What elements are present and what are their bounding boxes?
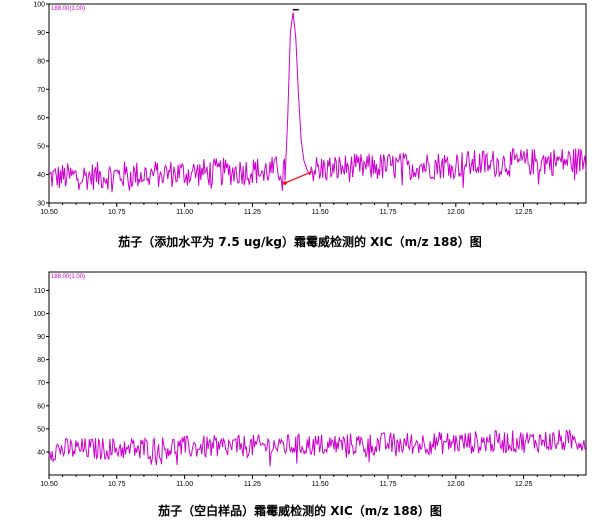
x-tick-label: 10.50 <box>40 481 58 488</box>
y-tick-label: 100 <box>33 311 45 318</box>
x-tick-label: 12.25 <box>515 209 533 216</box>
x-tick-label: 11.00 <box>176 209 193 216</box>
y-tick-label: 30 <box>37 201 45 208</box>
x-tick-label: 11.00 <box>176 481 193 488</box>
series-label: 188.00(1.00) <box>51 6 85 12</box>
y-tick-label: 40 <box>37 449 45 456</box>
y-tick-label: 50 <box>37 426 45 433</box>
y-tick-label: 80 <box>37 357 45 364</box>
x-tick-label: 11.50 <box>312 481 329 488</box>
y-tick-label: 50 <box>37 144 45 151</box>
y-tick-label: 80 <box>37 58 45 65</box>
chart-2-caption: 茄子（空白样品）霜霉威检测的 XIC（m/z 188）图 <box>158 504 442 518</box>
x-tick-label: 12.25 <box>515 481 533 488</box>
x-tick-label: 10.75 <box>108 209 126 216</box>
x-tick-label: 12.00 <box>447 481 465 488</box>
plot-frame <box>48 271 587 476</box>
y-tick-label: 60 <box>37 403 45 410</box>
peak-start-marker <box>283 181 287 185</box>
peak-baseline <box>284 171 313 184</box>
y-tick-label: 70 <box>37 380 45 387</box>
y-tick-label: 90 <box>37 334 45 341</box>
x-tick-label: 11.75 <box>380 209 397 216</box>
y-tick-label: 60 <box>37 115 45 122</box>
y-tick-label: 110 <box>34 288 45 295</box>
plot-frame <box>48 3 587 204</box>
x-tick-label: 10.75 <box>108 481 126 488</box>
series-line <box>48 12 587 193</box>
x-tick-label: 11.25 <box>244 209 261 216</box>
y-tick-label: 100 <box>33 2 45 9</box>
x-tick-label: 11.75 <box>380 481 397 488</box>
y-tick-label: 90 <box>37 30 45 37</box>
y-tick-label: 40 <box>37 172 45 179</box>
x-tick-label: 12.00 <box>447 209 465 216</box>
x-tick-label: 11.50 <box>312 209 329 216</box>
x-tick-label: 10.50 <box>40 209 58 216</box>
series-line <box>48 429 587 467</box>
x-tick-label: 11.25 <box>244 481 261 488</box>
chart-1-caption: 茄子（添加水平为 7.5 ug/kg）霜霉威检测的 XIC（m/z 188）图 <box>118 235 482 249</box>
y-tick-label: 70 <box>37 87 45 94</box>
series-label: 188.00(1.00) <box>51 274 85 280</box>
